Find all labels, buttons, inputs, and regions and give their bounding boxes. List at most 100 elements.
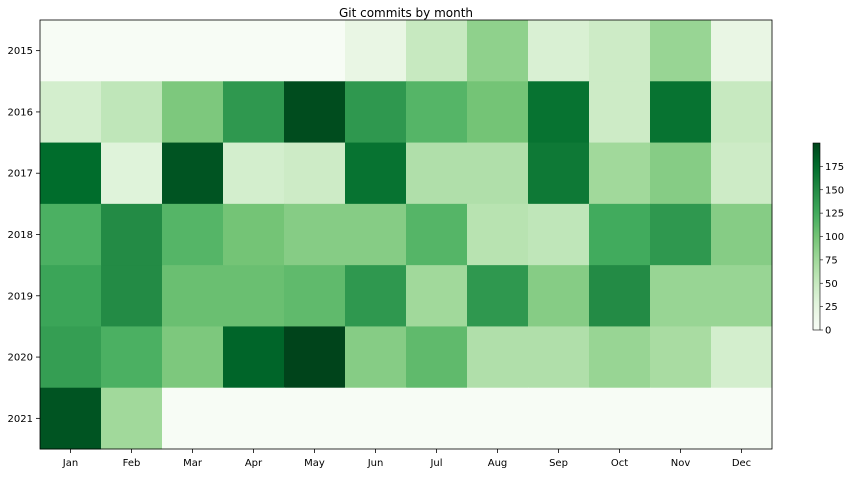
colorbar: 0 25 50 75 100 125 150 175 [812, 142, 844, 337]
heatmap-cell [101, 387, 163, 450]
heatmap-cell [528, 20, 590, 82]
heatmap-cell [406, 387, 468, 450]
heatmap-cell [711, 265, 773, 327]
heatmap-cell [345, 20, 407, 82]
heatmap-cell [711, 20, 773, 82]
heatmap-cell [711, 203, 773, 266]
heatmap-cell [345, 203, 407, 266]
x-tick-label: Mar [183, 458, 203, 469]
heatmap-cell [528, 81, 590, 144]
heatmap-cell [345, 326, 407, 389]
x-tick-label: May [304, 458, 325, 469]
heatmap-cell [528, 326, 590, 389]
heatmap-cell [467, 265, 529, 327]
heatmap-cell [711, 326, 773, 389]
heatmap-cell [589, 265, 651, 327]
heatmap-cell [162, 326, 224, 389]
heatmap-cell [40, 20, 102, 82]
heatmap-cell [162, 203, 224, 266]
colorbar-tick-label: 25 [825, 302, 838, 313]
x-tick-label: Aug [488, 458, 508, 469]
colorbar-tick-label: 75 [825, 255, 838, 266]
y-axis: 2015 2016 2017 2018 2019 2020 2021 [8, 46, 40, 425]
heatmap-cell [40, 142, 102, 205]
x-tick-label: Oct [611, 458, 628, 469]
y-tick-label: 2018 [8, 230, 33, 241]
x-axis: Jan Feb Mar Apr May Jun Jul Aug Sep Oct Nov Dec [62, 449, 751, 469]
heatmap-cell [406, 142, 468, 205]
heatmap-cell [467, 142, 529, 205]
x-tick-label: Jan [62, 458, 78, 469]
heatmap-cell [589, 81, 651, 144]
heatmap-cell [40, 326, 102, 389]
y-tick-label: 2019 [8, 291, 33, 302]
heatmap-cell [528, 203, 590, 266]
y-tick-label: 2020 [8, 353, 33, 364]
heatmap-cell [406, 326, 468, 389]
colorbar-tick-label: 125 [825, 209, 844, 220]
heatmap-cell [101, 203, 163, 266]
heatmap-cell [223, 387, 285, 450]
heatmap-cell [650, 203, 712, 266]
heatmap-cell [162, 81, 224, 144]
heatmap-cell [162, 265, 224, 327]
heatmap-cell [467, 203, 529, 266]
chart-title: Git commits by month [339, 6, 473, 20]
heatmap-cell [650, 142, 712, 205]
heatmap-cell [223, 20, 285, 82]
heatmap-cell [101, 81, 163, 144]
heatmap-cell [650, 387, 712, 450]
heatmap-cell [284, 20, 346, 82]
heatmap-cell [528, 265, 590, 327]
colorbar-tick-label: 150 [825, 185, 844, 196]
heatmap-cell [223, 142, 285, 205]
heatmap-cell [284, 387, 346, 450]
colorbar-tick-label: 175 [825, 162, 844, 173]
y-tick-label: 2017 [8, 169, 33, 180]
heatmap-cell [284, 142, 346, 205]
heatmap-cells [40, 20, 773, 450]
heatmap-cell [589, 326, 651, 389]
heatmap-cell [467, 387, 529, 450]
x-tick-label: Dec [732, 458, 751, 469]
heatmap-cell [223, 265, 285, 327]
x-tick-label: Nov [671, 458, 691, 469]
heatmap-cell [345, 265, 407, 327]
heatmap-cell [528, 387, 590, 450]
heatmap-cell [101, 326, 163, 389]
heatmap-cell [223, 326, 285, 389]
colorbar-tick-label: 50 [825, 279, 838, 290]
heatmap-cell [589, 142, 651, 205]
x-tick-label: Jul [429, 458, 442, 469]
heatmap-cell [406, 265, 468, 327]
heatmap-cell [650, 20, 712, 82]
y-tick-label: 2016 [8, 107, 33, 118]
y-tick-label: 2021 [8, 414, 33, 425]
heatmap-cell [467, 20, 529, 82]
heatmap-cell [162, 142, 224, 205]
heatmap-cell [711, 81, 773, 144]
heatmap-cell [650, 265, 712, 327]
heatmap-cell [162, 20, 224, 82]
x-tick-label: Jun [367, 458, 384, 469]
heatmap-cell [650, 326, 712, 389]
heatmap-cell [101, 265, 163, 327]
heatmap-cell [284, 81, 346, 144]
heatmap-cell [711, 142, 773, 205]
heatmap-cell [406, 20, 468, 82]
heatmap-cell [162, 387, 224, 450]
colorbar-gradient [812, 142, 821, 331]
heatmap-cell [284, 203, 346, 266]
heatmap-cell [40, 81, 102, 144]
heatmap-cell [406, 203, 468, 266]
colorbar-tick-label: 100 [825, 232, 844, 243]
heatmap-cell [345, 142, 407, 205]
heatmap-cell [406, 81, 468, 144]
heatmap-cell [650, 81, 712, 144]
heatmap-cell [711, 387, 773, 450]
heatmap-cell [589, 20, 651, 82]
heatmap-cell [223, 81, 285, 144]
heatmap-cell [345, 81, 407, 144]
